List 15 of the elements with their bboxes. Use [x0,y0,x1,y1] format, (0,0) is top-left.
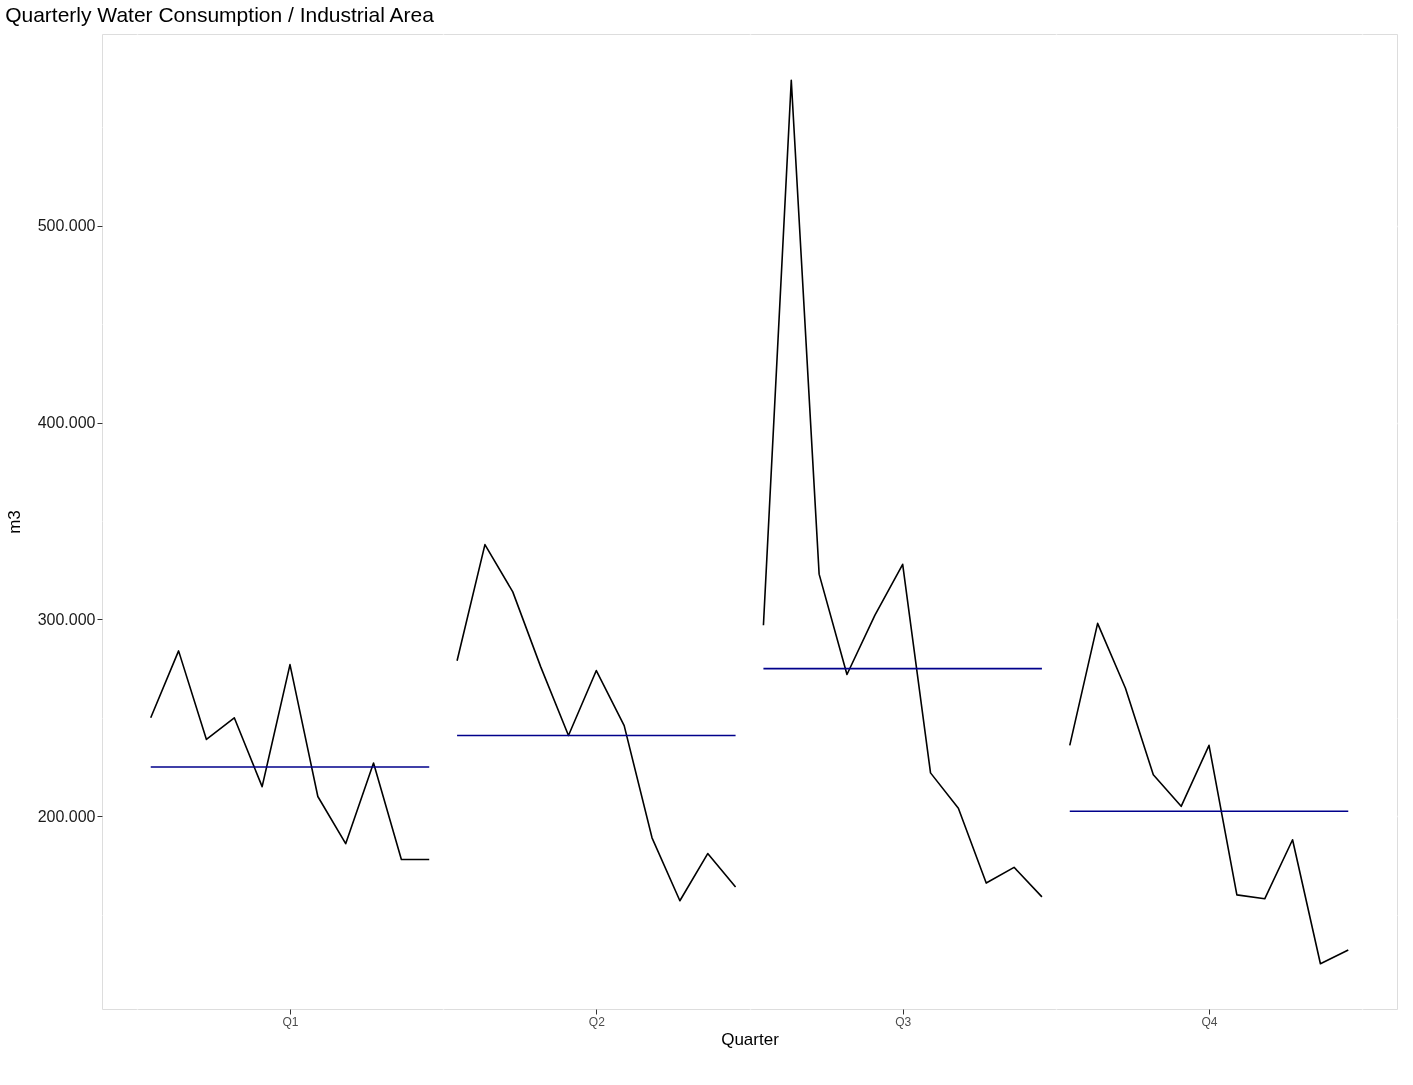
y-tick-label: 300.000 [37,610,96,628]
y-tick-label: 400.000 [37,414,96,432]
line-series [762,79,1043,898]
line-series [1068,622,1350,965]
y-axis-title: m3 [4,510,24,534]
x-tick-label: Q1 [282,1014,299,1029]
chart-title: Quarterly Water Consumption / Industrial Area [5,3,435,26]
line-series [456,543,737,902]
x-axis-title: Quarter [721,1029,780,1049]
x-tick-label: Q4 [1201,1014,1218,1029]
y-tick-label: 200.000 [37,807,96,825]
line-series [149,650,431,861]
y-tick-label: 500.000 [37,217,96,235]
x-tick-label: Q3 [895,1014,912,1029]
x-tick-label: Q2 [588,1014,606,1029]
